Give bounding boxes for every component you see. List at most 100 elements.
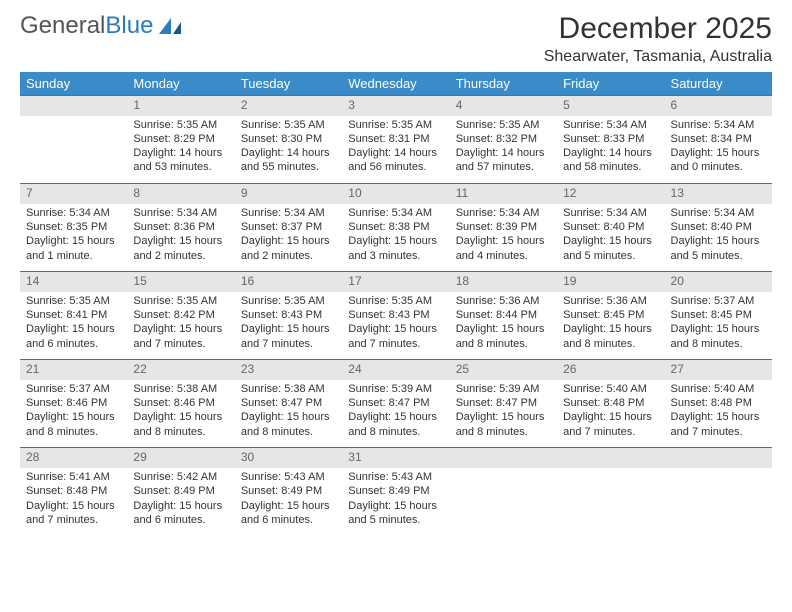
detail-row: Sunrise: 5:35 AM Sunset: 8:29 PM Daylight:…: [20, 116, 772, 184]
daylight-text: Daylight: 15 hours and 7 minutes.: [348, 322, 443, 351]
day-number: [450, 448, 557, 468]
sunset-text: Sunset: 8:46 PM: [133, 396, 228, 410]
day-number: 8: [127, 184, 234, 204]
sunset-text: Sunset: 8:47 PM: [456, 396, 551, 410]
month-title: December 2025: [544, 12, 772, 46]
weekday-tue: Tuesday: [235, 72, 342, 96]
title-block: December 2025 Shearwater, Tasmania, Aust…: [544, 12, 772, 66]
daynum-row: 28293031: [20, 448, 772, 468]
weekday-sun: Sunday: [20, 72, 127, 96]
sunrise-text: Sunrise: 5:34 AM: [563, 118, 658, 132]
sunrise-text: Sunrise: 5:35 AM: [456, 118, 551, 132]
weekday-fri: Friday: [557, 72, 664, 96]
daylight-text: Daylight: 15 hours and 8 minutes.: [456, 322, 551, 351]
daylight-text: Daylight: 15 hours and 2 minutes.: [133, 234, 228, 263]
calendar-table: Sunday Monday Tuesday Wednesday Thursday…: [20, 72, 772, 536]
logo-text-blue: Blue: [105, 12, 153, 40]
sunrise-text: Sunrise: 5:34 AM: [671, 118, 766, 132]
sunrise-text: Sunrise: 5:34 AM: [671, 206, 766, 220]
day-number: 13: [665, 184, 772, 204]
day-number: 30: [235, 448, 342, 468]
sunrise-text: Sunrise: 5:34 AM: [26, 206, 121, 220]
sunset-text: Sunset: 8:49 PM: [133, 484, 228, 498]
daylight-text: Daylight: 15 hours and 7 minutes.: [133, 322, 228, 351]
sunrise-text: Sunrise: 5:36 AM: [563, 294, 658, 308]
day-number: 5: [557, 96, 664, 116]
day-cell: Sunrise: 5:35 AMSunset: 8:41 PMDaylight:…: [20, 292, 127, 360]
day-cell: [450, 468, 557, 536]
sunrise-text: Sunrise: 5:38 AM: [133, 382, 228, 396]
sunrise-text: Sunrise: 5:34 AM: [456, 206, 551, 220]
logo-text-general: General: [20, 12, 105, 40]
day-cell: Sunrise: 5:38 AMSunset: 8:47 PMDaylight:…: [235, 380, 342, 448]
sunset-text: Sunset: 8:39 PM: [456, 220, 551, 234]
daylight-text: Daylight: 14 hours and 55 minutes.: [241, 146, 336, 175]
daylight-text: Daylight: 15 hours and 7 minutes.: [671, 410, 766, 439]
sunrise-text: Sunrise: 5:42 AM: [133, 470, 228, 484]
daylight-text: Daylight: 15 hours and 8 minutes.: [563, 322, 658, 351]
daylight-text: Daylight: 15 hours and 3 minutes.: [348, 234, 443, 263]
sunrise-text: Sunrise: 5:35 AM: [26, 294, 121, 308]
day-cell: Sunrise: 5:34 AMSunset: 8:38 PMDaylight:…: [342, 204, 449, 272]
sunset-text: Sunset: 8:45 PM: [671, 308, 766, 322]
sunset-text: Sunset: 8:32 PM: [456, 132, 551, 146]
daylight-text: Daylight: 15 hours and 6 minutes.: [133, 499, 228, 528]
sunset-text: Sunset: 8:48 PM: [671, 396, 766, 410]
day-cell: Sunrise: 5:34 AMSunset: 8:33 PMDaylight:…: [557, 116, 664, 184]
day-number: 14: [20, 272, 127, 292]
sunset-text: Sunset: 8:30 PM: [241, 132, 336, 146]
day-number: 6: [665, 96, 772, 116]
day-number: 28: [20, 448, 127, 468]
calendar-body: 123456 Sunrise: 5:35 AM Sunset: 8:29 PM Day…: [20, 96, 772, 536]
day-number: 23: [235, 360, 342, 380]
day-cell: [20, 116, 127, 184]
day-number: 12: [557, 184, 664, 204]
day-cell: Sunrise: 5:42 AMSunset: 8:49 PMDaylight:…: [127, 468, 234, 536]
daylight-text: Daylight: 15 hours and 1 minute.: [26, 234, 121, 263]
daynum-row: 78910111213: [20, 184, 772, 204]
logo: GeneralBlue: [20, 12, 185, 40]
day-cell: Sunrise: 5:43 AMSunset: 8:49 PMDaylight:…: [342, 468, 449, 536]
sunset-text: Sunset: 8:45 PM: [563, 308, 658, 322]
day-number: 3: [342, 96, 449, 116]
weekday-mon: Monday: [127, 72, 234, 96]
weekday-header-row: Sunday Monday Tuesday Wednesday Thursday…: [20, 72, 772, 96]
sunrise-text: Sunrise: 5:35 AM: [348, 294, 443, 308]
day-number: 29: [127, 448, 234, 468]
daylight-text: Daylight: 15 hours and 5 minutes.: [563, 234, 658, 263]
sunset-text: Sunset: 8:42 PM: [133, 308, 228, 322]
sunset-text: Sunset: 8:43 PM: [348, 308, 443, 322]
sunset-text: Sunset: 8:35 PM: [26, 220, 121, 234]
logo-sail-icon: [157, 16, 185, 36]
day-cell: Sunrise: 5:43 AMSunset: 8:49 PMDaylight:…: [235, 468, 342, 536]
sunset-text: Sunset: 8:29 PM: [133, 132, 228, 146]
sunrise-text: Sunrise: 5:43 AM: [348, 470, 443, 484]
daylight-text: Daylight: 15 hours and 8 minutes.: [26, 410, 121, 439]
day-number: 1: [127, 96, 234, 116]
daynum-row: 123456: [20, 96, 772, 116]
day-number: [665, 448, 772, 468]
sunset-text: Sunset: 8:46 PM: [26, 396, 121, 410]
sunrise-text: Sunrise: 5:37 AM: [671, 294, 766, 308]
day-cell: Sunrise: 5:34 AMSunset: 8:37 PMDaylight:…: [235, 204, 342, 272]
sunrise-text: Sunrise: 5:39 AM: [348, 382, 443, 396]
day-cell: Sunrise: 5:35 AMSunset: 8:31 PMDaylight:…: [342, 116, 449, 184]
day-number: 18: [450, 272, 557, 292]
daylight-text: Daylight: 15 hours and 2 minutes.: [241, 234, 336, 263]
day-cell: Sunrise: 5:35 AMSunset: 8:42 PMDaylight:…: [127, 292, 234, 360]
day-number: [557, 448, 664, 468]
daylight-text: Daylight: 15 hours and 0 minutes.: [671, 146, 766, 175]
daylight-text: Daylight: 15 hours and 8 minutes.: [348, 410, 443, 439]
day-number: 19: [557, 272, 664, 292]
sunrise-text: Sunrise: 5:35 AM: [133, 294, 228, 308]
day-cell: Sunrise: 5:35 AMSunset: 8:43 PMDaylight:…: [342, 292, 449, 360]
sunset-text: Sunset: 8:37 PM: [241, 220, 336, 234]
sunrise-text: Sunrise: 5:38 AM: [241, 382, 336, 396]
sunrise-text: Sunrise: 5:40 AM: [671, 382, 766, 396]
sunrise-text: Sunrise: 5:37 AM: [26, 382, 121, 396]
sunset-text: Sunset: 8:49 PM: [348, 484, 443, 498]
sunset-text: Sunset: 8:43 PM: [241, 308, 336, 322]
sunrise-text: Sunrise: 5:41 AM: [26, 470, 121, 484]
day-cell: Sunrise: 5:39 AMSunset: 8:47 PMDaylight:…: [342, 380, 449, 448]
daylight-text: Daylight: 15 hours and 8 minutes.: [241, 410, 336, 439]
